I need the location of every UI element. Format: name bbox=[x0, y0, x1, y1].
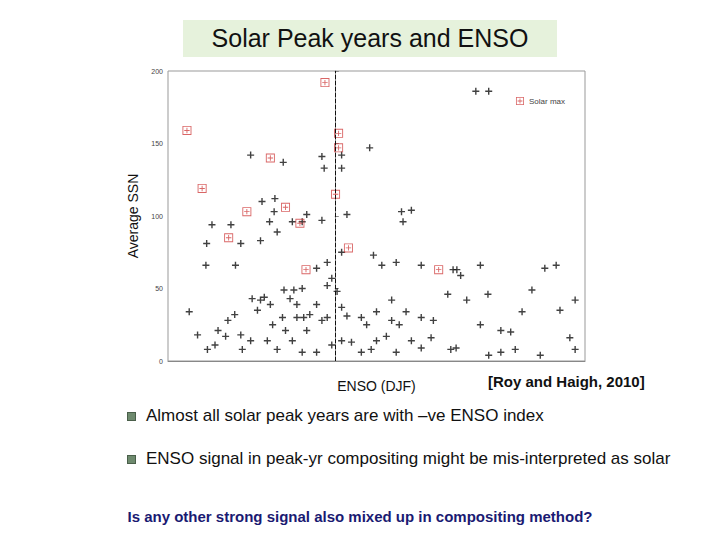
svg-text:Solar max: Solar max bbox=[529, 97, 565, 106]
html-text:Almost all solar peak years ar: Almost all solar peak years are with –ve… bbox=[146, 406, 544, 425]
svg-text:ENSO (DJF): ENSO (DJF) bbox=[337, 378, 416, 394]
svg-text:100: 100 bbox=[151, 213, 163, 220]
html-text:ENSO signal in peak-yr composi: ENSO signal in peak-yr compositing might… bbox=[146, 449, 671, 468]
svg-text:Average SSN: Average SSN bbox=[125, 174, 141, 259]
svg-text:50: 50 bbox=[155, 285, 163, 292]
svg-text:200: 200 bbox=[151, 68, 163, 75]
svg-text:150: 150 bbox=[151, 140, 163, 147]
html-text:Solar Peak years and ENSO: Solar Peak years and ENSO bbox=[211, 24, 529, 52]
html-text:[Roy and Haigh, 2010]: [Roy and Haigh, 2010] bbox=[488, 373, 645, 390]
html-text:Is any other strong signal als: Is any other strong signal also mixed up… bbox=[127, 508, 593, 525]
svg-text:0: 0 bbox=[159, 358, 163, 365]
